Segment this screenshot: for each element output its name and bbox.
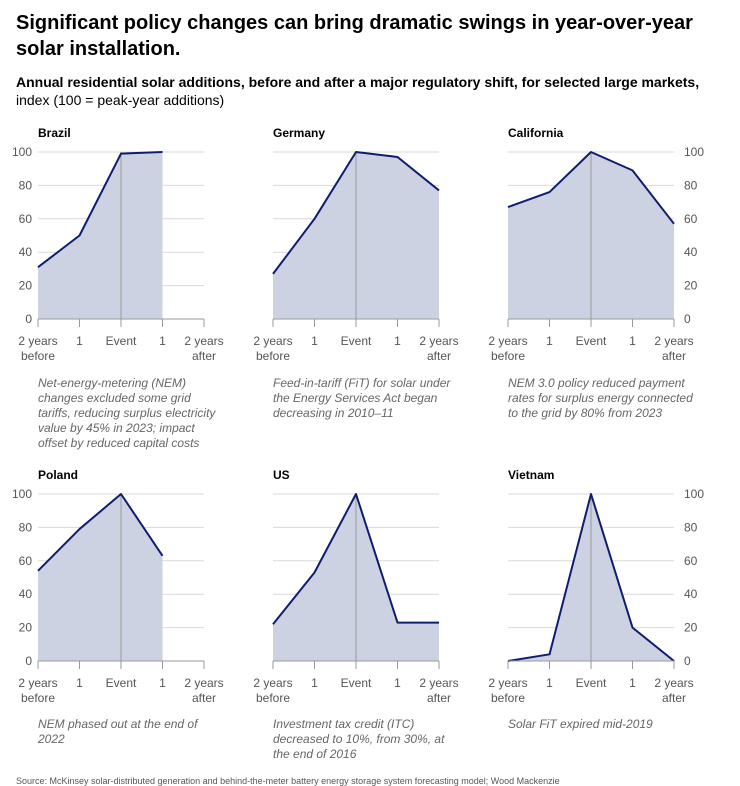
brazil-y-tick-label: 100 bbox=[12, 145, 32, 159]
california-y-tick-label: 60 bbox=[684, 212, 698, 226]
note-poland: NEM phased out at the end of 2022 bbox=[38, 717, 198, 746]
poland-x-tick-label: 1 bbox=[76, 676, 83, 690]
poland-y-tick-label: 100 bbox=[12, 487, 32, 501]
vietnam-y-tick-label: 80 bbox=[684, 520, 698, 534]
vietnam-y-tick-label: 60 bbox=[684, 554, 698, 568]
us-x-tick-label: 2 years after bbox=[419, 676, 458, 705]
poland-y-tick-label: 0 bbox=[25, 654, 32, 668]
germany-x-tick-label: 2 years after bbox=[419, 334, 458, 363]
california-x-tick-label: 1 bbox=[546, 334, 553, 348]
page-subtitle: Annual residential solar additions, befo… bbox=[16, 73, 716, 109]
germany-x-tick-label: Event bbox=[341, 334, 372, 348]
germany-x-tick-label: 2 years before bbox=[253, 334, 292, 363]
note-us: Investment tax credit (ITC) decreased to… bbox=[273, 717, 445, 761]
california-y-tick-label: 80 bbox=[684, 178, 698, 192]
poland-chart-title: Poland bbox=[38, 468, 78, 482]
vietnam-chart-title: Vietnam bbox=[508, 468, 554, 482]
brazil-y-tick-label: 60 bbox=[19, 212, 33, 226]
vietnam-y-tick-label: 20 bbox=[684, 621, 698, 635]
germany-x-tick-label: 1 bbox=[311, 334, 318, 348]
germany-x-tick-label: 1 bbox=[394, 334, 401, 348]
brazil-x-tick-label: 2 years before bbox=[18, 334, 57, 363]
california-y-tick-label: 100 bbox=[684, 145, 704, 159]
us-chart-title: US bbox=[273, 468, 290, 482]
poland-y-tick-label: 60 bbox=[19, 554, 33, 568]
source-note: Source: McKinsey solar-distributed gener… bbox=[16, 776, 560, 786]
vietnam-y-tick-label: 0 bbox=[684, 654, 691, 668]
california-x-tick-label: 2 years after bbox=[654, 334, 693, 363]
california-y-tick-label: 20 bbox=[684, 279, 698, 293]
california-x-tick-label: 2 years before bbox=[488, 334, 527, 363]
brazil-y-tick-label: 80 bbox=[19, 178, 33, 192]
brazil-x-tick-label: 1 bbox=[159, 334, 166, 348]
poland-x-tick-label: 2 years before bbox=[18, 676, 57, 705]
poland-x-tick-label: Event bbox=[106, 676, 137, 690]
brazil-y-tick-label: 40 bbox=[19, 245, 33, 259]
brazil-y-tick-label: 20 bbox=[19, 279, 33, 293]
poland-area bbox=[38, 494, 163, 661]
note-california: NEM 3.0 policy reduced payment rates for… bbox=[508, 376, 693, 420]
brazil-area bbox=[38, 152, 163, 319]
vietnam-x-tick-label: 1 bbox=[546, 676, 553, 690]
california-x-tick-label: 1 bbox=[629, 334, 636, 348]
germany-chart-title: Germany bbox=[273, 126, 325, 140]
vietnam-x-tick-label: 1 bbox=[629, 676, 636, 690]
vietnam-x-tick-label: Event bbox=[576, 676, 607, 690]
poland-y-tick-label: 20 bbox=[19, 621, 33, 635]
brazil-x-tick-label: 2 years after bbox=[184, 334, 223, 363]
us-x-tick-label: 1 bbox=[394, 676, 401, 690]
brazil-x-tick-label: Event bbox=[106, 334, 137, 348]
poland-y-tick-label: 80 bbox=[19, 520, 33, 534]
california-chart-title: California bbox=[508, 126, 564, 140]
vietnam-x-tick-label: 2 years before bbox=[488, 676, 527, 705]
california-y-tick-label: 0 bbox=[684, 312, 691, 326]
vietnam-y-tick-label: 40 bbox=[684, 587, 698, 601]
poland-series-line bbox=[37, 493, 164, 572]
us-x-tick-label: Event bbox=[341, 676, 372, 690]
subtitle-bold: Annual residential solar additions, befo… bbox=[16, 74, 700, 90]
vietnam-x-tick-label: 2 years after bbox=[654, 676, 693, 705]
poland-y-tick-label: 40 bbox=[19, 587, 33, 601]
note-brazil: Net-energy-metering (NEM) changes exclud… bbox=[38, 376, 216, 450]
note-germany: Feed-in-tariff (FiT) for solar under the… bbox=[273, 376, 451, 420]
us-x-tick-label: 1 bbox=[311, 676, 318, 690]
vietnam-y-tick-label: 100 bbox=[684, 487, 704, 501]
us-x-tick-label: 2 years before bbox=[253, 676, 292, 705]
page-title: Significant policy changes can bring dra… bbox=[16, 12, 693, 60]
subtitle-rest: index (100 = peak-year additions) bbox=[16, 92, 225, 108]
california-y-tick-label: 40 bbox=[684, 245, 698, 259]
brazil-chart-title: Brazil bbox=[38, 126, 71, 140]
note-vietnam: Solar FiT expired mid-2019 bbox=[508, 717, 653, 731]
brazil-x-tick-label: 1 bbox=[76, 334, 83, 348]
brazil-y-tick-label: 0 bbox=[25, 312, 32, 326]
poland-x-tick-label: 2 years after bbox=[184, 676, 223, 705]
brazil-series-line bbox=[37, 151, 163, 269]
poland-x-tick-label: 1 bbox=[159, 676, 166, 690]
california-x-tick-label: Event bbox=[576, 334, 607, 348]
